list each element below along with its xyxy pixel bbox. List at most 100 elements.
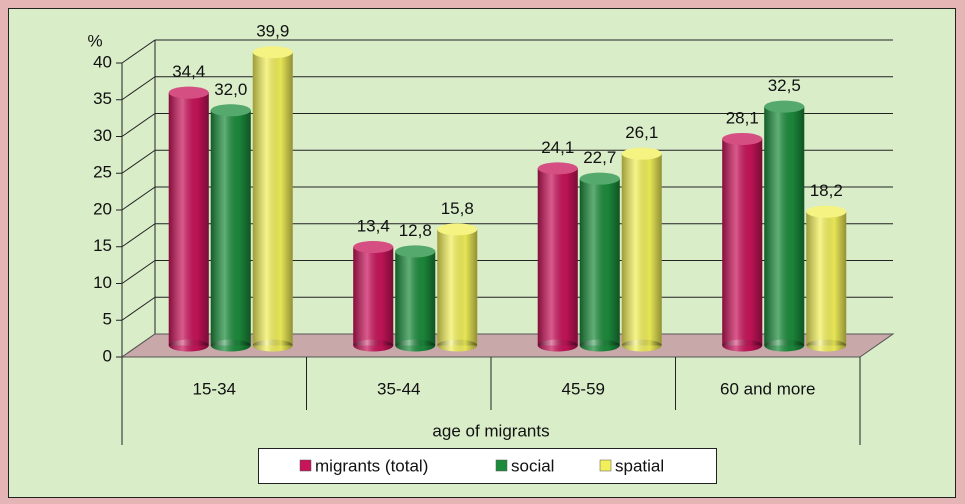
- cylinder-base-shade: [437, 339, 478, 352]
- cylinder-shade: [621, 153, 662, 346]
- cylinder: [395, 245, 436, 352]
- cylinder: [806, 205, 847, 352]
- cylinder-shade: [252, 52, 293, 346]
- legend-swatch: [299, 459, 312, 472]
- cylinder-shade: [168, 92, 209, 346]
- grid-line: [121, 260, 156, 284]
- cylinder-top: [764, 100, 805, 113]
- y-tick-label: 5: [103, 310, 112, 329]
- cylinder: [722, 132, 763, 352]
- cylinder-top: [437, 223, 478, 236]
- cylinder-base-shade: [252, 339, 293, 352]
- value-label: 13,4: [357, 216, 390, 235]
- value-label: 18,2: [810, 181, 843, 200]
- value-label: 32,5: [768, 76, 801, 95]
- cylinder-top-light: [437, 223, 478, 236]
- cylinder-base-shade: [537, 339, 578, 352]
- grid-line: [121, 186, 156, 211]
- cylinder-shade: [722, 138, 763, 346]
- value-label: 32,0: [214, 80, 247, 99]
- y-tick-label: 35: [93, 89, 112, 108]
- cylinder-base-shade: [764, 339, 805, 352]
- legend-swatch: [495, 459, 508, 472]
- grid-line: [121, 39, 156, 64]
- cylinder: [437, 223, 478, 352]
- cylinder-top: [168, 86, 209, 99]
- cylinder: [210, 104, 251, 352]
- cylinder-top-light: [722, 132, 763, 145]
- x-tick-label: 60 and more: [720, 379, 815, 398]
- cylinder: [353, 241, 394, 352]
- legend-label: spatial: [615, 456, 664, 475]
- cylinder-shade: [537, 168, 578, 346]
- cylinder-top: [395, 245, 436, 258]
- cylinder: [537, 162, 578, 352]
- cylinder-top-light: [806, 205, 847, 218]
- value-label: 39,9: [256, 22, 289, 41]
- y-tick-label: 30: [93, 126, 112, 145]
- cylinder-top: [537, 162, 578, 175]
- cylinder-top-light: [579, 172, 620, 185]
- cylinder-top-light: [210, 104, 251, 117]
- cylinder-base-shade: [806, 339, 847, 352]
- y-axis-label: %: [87, 31, 102, 50]
- cylinder: [252, 46, 293, 352]
- floor: [120, 333, 895, 358]
- value-label: 24,1: [541, 138, 574, 157]
- value-label: 34,4: [172, 62, 205, 81]
- cylinder-base-shade: [722, 339, 763, 352]
- x-tick-label: 35-44: [377, 379, 420, 398]
- value-label: 12,8: [399, 221, 432, 240]
- cylinder-shade: [764, 106, 805, 346]
- value-label: 22,7: [583, 148, 616, 167]
- cylinder: [168, 86, 209, 352]
- cylinder-shade: [437, 229, 478, 346]
- value-label: 28,1: [726, 108, 759, 127]
- grid-line: [121, 76, 156, 101]
- y-tick-label: 40: [93, 52, 112, 71]
- y-tick-label: 15: [93, 236, 112, 255]
- cylinder: [579, 172, 620, 352]
- cylinder-shade: [395, 251, 436, 346]
- cylinder-top: [579, 172, 620, 185]
- legend-label: social: [511, 456, 554, 475]
- cylinder-base-shade: [395, 339, 436, 352]
- cylinder-top-light: [252, 46, 293, 59]
- cylinder-shade: [353, 247, 394, 346]
- legend-swatch: [599, 459, 612, 472]
- legend: [258, 448, 717, 484]
- cylinder-top: [806, 205, 847, 218]
- cylinder-shade: [210, 110, 251, 346]
- value-label: 15,8: [441, 199, 474, 218]
- cylinder-shade: [806, 211, 847, 346]
- cylinder-top: [621, 147, 662, 160]
- cylinder-top-light: [395, 245, 436, 258]
- cylinder-top: [722, 132, 763, 145]
- grid-line: [121, 149, 156, 174]
- legend-label: migrants (total): [315, 456, 428, 475]
- cylinder-top-light: [537, 162, 578, 175]
- cylinder-top-light: [168, 86, 209, 99]
- x-tick-label: 45-59: [562, 379, 605, 398]
- y-tick-label: 10: [93, 273, 112, 292]
- cylinder-top: [353, 241, 394, 254]
- grid-line: [121, 113, 156, 137]
- x-axis-label: age of migrants: [432, 421, 549, 440]
- grid-line: [121, 223, 156, 248]
- x-tick-label: 15-34: [193, 379, 236, 398]
- y-tick-label: 20: [93, 199, 112, 218]
- cylinder-top: [210, 104, 251, 117]
- y-tick-label: 0: [103, 346, 112, 365]
- y-tick-label: 25: [93, 163, 112, 182]
- cylinder-base-shade: [579, 339, 620, 352]
- grid-line: [121, 296, 156, 321]
- cylinder: [764, 100, 805, 352]
- cylinder-base-shade: [210, 339, 251, 352]
- cylinder-top: [252, 46, 293, 59]
- cylinder-top-light: [621, 147, 662, 160]
- cylinder-base-shade: [168, 339, 209, 352]
- cylinder-base-shade: [621, 339, 662, 352]
- cylinder: [621, 147, 662, 352]
- cylinder-top-light: [353, 241, 394, 254]
